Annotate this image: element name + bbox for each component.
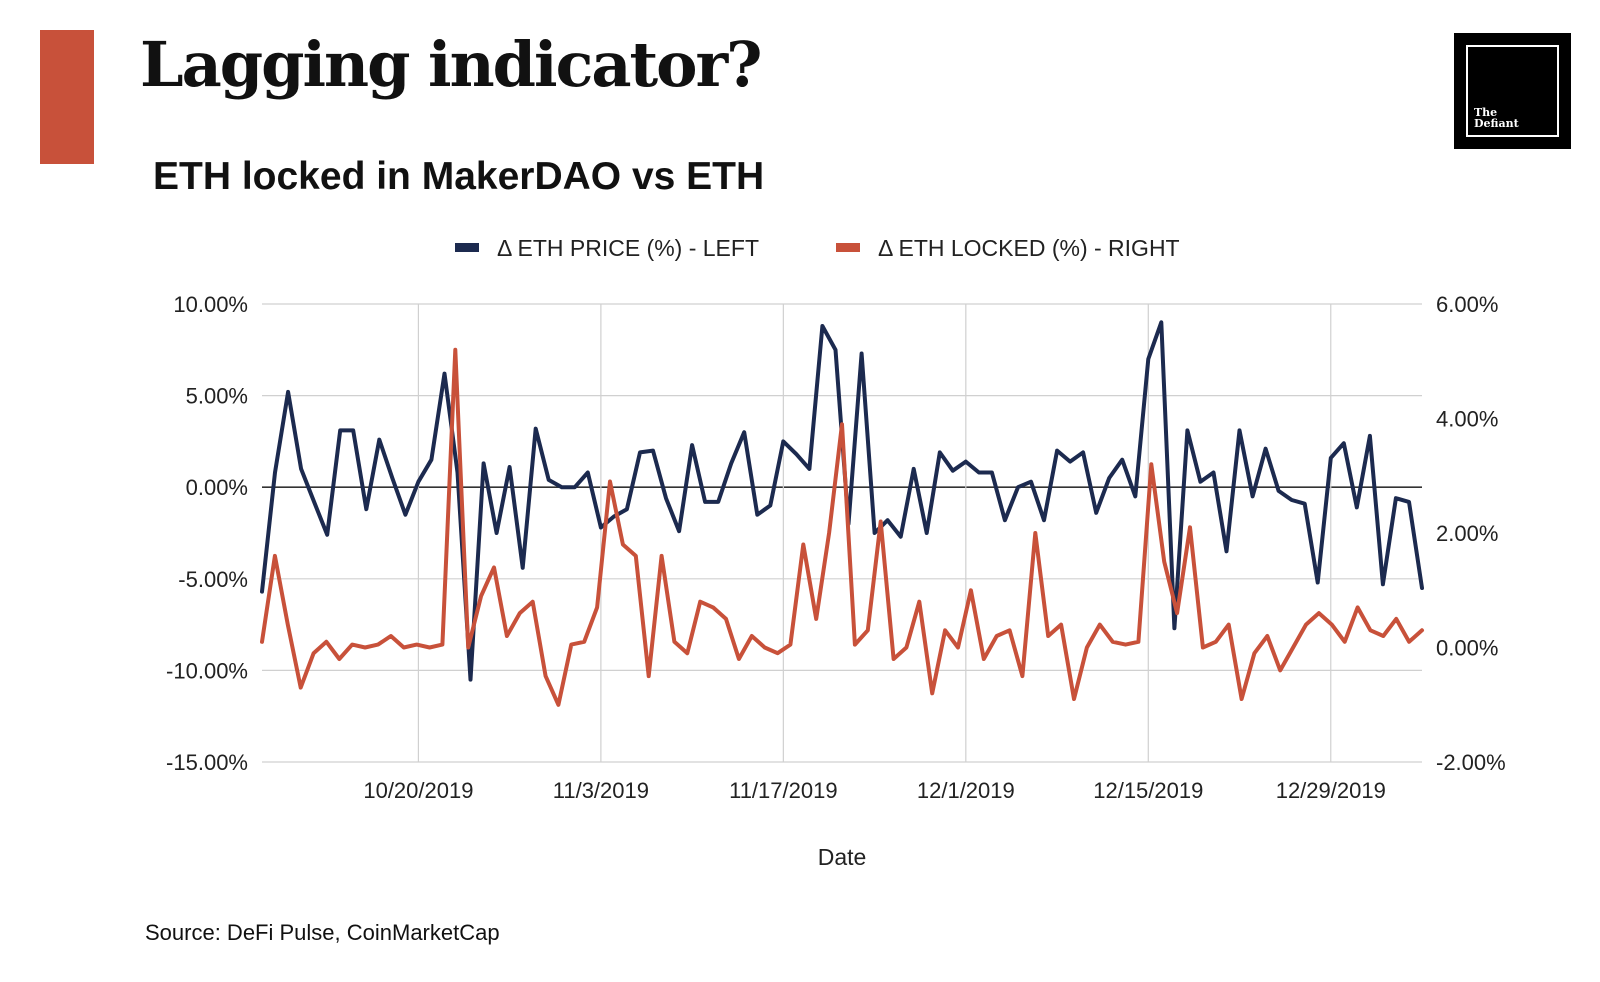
chart-title: ETH locked in MakerDAO vs ETH: [153, 155, 765, 198]
accent-bar: [40, 30, 94, 164]
y-right-tick-label: 6.00%: [1436, 292, 1498, 317]
y-right-tick-label: 2.00%: [1436, 521, 1498, 546]
legend-swatch: [455, 243, 479, 252]
x-axis-title: Date: [818, 844, 867, 870]
y-left-tick-label: -5.00%: [178, 567, 248, 592]
source-note: Source: DeFi Pulse, CoinMarketCap: [145, 920, 500, 945]
x-tick-label: 12/1/2019: [917, 778, 1015, 803]
x-tick-label: 11/17/2019: [729, 778, 837, 803]
x-tick-label: 12/29/2019: [1276, 778, 1386, 803]
eth-locked-series-line: [260, 347, 1424, 707]
logo-text: The Defiant: [1474, 106, 1519, 130]
y-left-tick-label: 5.00%: [186, 384, 248, 409]
legend-label: Δ ETH LOCKED (%) - RIGHT: [878, 235, 1180, 261]
y-right-tick-label: -2.00%: [1436, 750, 1506, 775]
slide-title: Lagging indicator?: [140, 28, 762, 101]
x-tick-label: 12/15/2019: [1093, 778, 1203, 803]
y-left-tick-label: -10.00%: [166, 658, 248, 683]
eth-price-series-line: [260, 320, 1424, 682]
y-left-tick-label: 0.00%: [186, 475, 248, 500]
x-tick-label: 10/20/2019: [363, 778, 473, 803]
y-left-tick-label: -15.00%: [166, 750, 248, 775]
y-right-tick-label: 0.00%: [1436, 636, 1498, 661]
y-right-tick-label: 4.00%: [1436, 407, 1498, 432]
logo-frame: The Defiant: [1466, 45, 1559, 137]
legend-label: Δ ETH PRICE (%) - LEFT: [497, 235, 759, 261]
legend-swatch: [836, 243, 860, 252]
y-left-tick-label: 10.00%: [173, 292, 248, 317]
x-tick-label: 11/3/2019: [553, 778, 649, 803]
the-defiant-logo: The Defiant: [1454, 33, 1571, 149]
